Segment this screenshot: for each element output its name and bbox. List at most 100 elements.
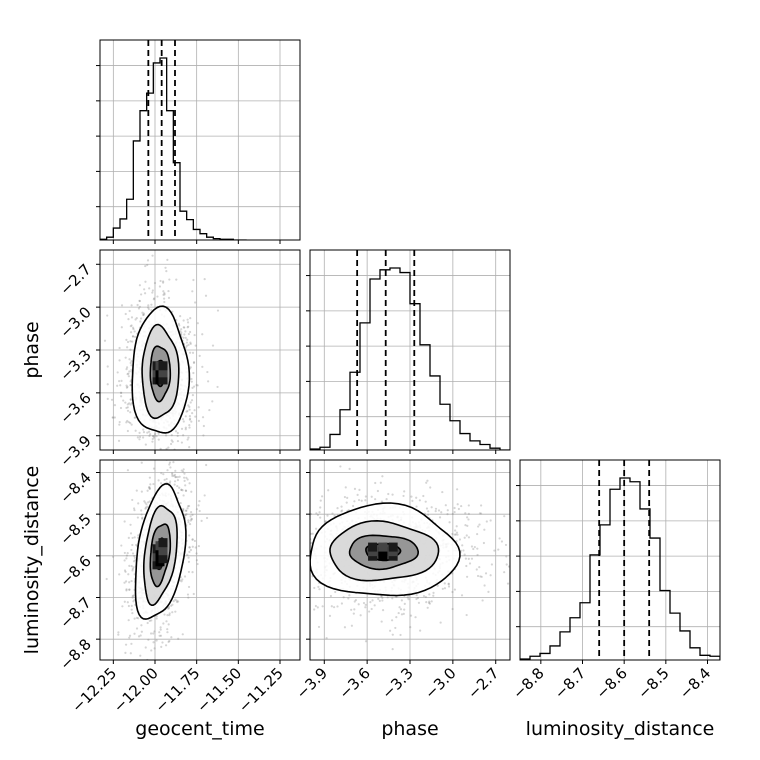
scatter-point bbox=[304, 554, 306, 556]
scatter-point bbox=[169, 466, 172, 469]
scatter-point bbox=[381, 609, 385, 612]
scatter-point bbox=[185, 476, 188, 479]
scatter-point bbox=[307, 576, 309, 578]
histogram-phase bbox=[310, 267, 510, 450]
scatter-point bbox=[187, 596, 190, 599]
scatter-point bbox=[151, 437, 154, 441]
scatter-point bbox=[313, 608, 316, 611]
scatter-point bbox=[310, 512, 313, 516]
scatter-point bbox=[137, 502, 140, 505]
scatter-point bbox=[197, 406, 200, 409]
scatter-point bbox=[120, 326, 123, 329]
scatter-point bbox=[140, 461, 143, 464]
scatter-point bbox=[386, 596, 389, 599]
scatter-point bbox=[198, 354, 201, 357]
scatter-point bbox=[179, 467, 181, 469]
scatter-point bbox=[314, 527, 318, 530]
scatter-point bbox=[153, 297, 156, 300]
scatter-point bbox=[191, 513, 194, 516]
scatter-point bbox=[190, 399, 194, 402]
scatter-point bbox=[141, 517, 144, 520]
scatter-point bbox=[251, 574, 253, 576]
scatter-point bbox=[430, 506, 433, 509]
scatter-point bbox=[130, 304, 133, 307]
scatter-point bbox=[189, 342, 192, 345]
scatter-point bbox=[319, 506, 322, 509]
scatter-point bbox=[380, 595, 383, 598]
scatter-point bbox=[263, 544, 265, 546]
scatter-point bbox=[467, 504, 470, 507]
scatter-point bbox=[434, 507, 438, 510]
scatter-point bbox=[143, 292, 147, 295]
scatter-point bbox=[139, 320, 142, 323]
scatter-point bbox=[301, 479, 303, 481]
scatter-point bbox=[188, 504, 191, 508]
scatter-point bbox=[292, 575, 294, 577]
scatter-point bbox=[136, 536, 140, 539]
scatter-point bbox=[133, 335, 137, 338]
scatter-point bbox=[377, 597, 380, 601]
scatter-point bbox=[455, 531, 459, 534]
scatter-point bbox=[485, 520, 488, 523]
scatter-point bbox=[451, 590, 454, 594]
panel-luminosity_distance-vs-phase bbox=[251, 459, 511, 664]
scatter-point bbox=[439, 621, 442, 624]
scatter-point bbox=[125, 589, 128, 592]
scatter-point bbox=[182, 494, 185, 497]
scatter-point bbox=[196, 384, 199, 387]
scatter-point bbox=[307, 530, 309, 532]
x-axis-label-phase: phase bbox=[381, 718, 438, 740]
scatter-point bbox=[130, 402, 133, 405]
scatter-point bbox=[146, 306, 150, 309]
scatter-point bbox=[487, 590, 490, 593]
scatter-point bbox=[174, 469, 177, 472]
scatter-point bbox=[454, 529, 457, 532]
scatter-point bbox=[148, 487, 152, 490]
scatter-point bbox=[464, 512, 467, 515]
scatter-point bbox=[426, 606, 429, 609]
scatter-point bbox=[171, 611, 174, 614]
x-tick-label-phase: −2.7 bbox=[464, 664, 502, 702]
scatter-point bbox=[293, 565, 295, 567]
scatter-point bbox=[136, 516, 139, 519]
scatter-point bbox=[301, 540, 303, 542]
scatter-point bbox=[138, 305, 142, 308]
scatter-point bbox=[454, 533, 457, 536]
scatter-point bbox=[489, 574, 492, 577]
scatter-point bbox=[159, 634, 163, 637]
scatter-point bbox=[129, 411, 132, 414]
scatter-point bbox=[174, 598, 177, 601]
scatter-point bbox=[389, 629, 392, 632]
scatter-point bbox=[148, 619, 151, 623]
scatter-point bbox=[191, 538, 194, 541]
scatter-point bbox=[332, 606, 336, 609]
scatter-point bbox=[391, 493, 394, 496]
scatter-point bbox=[451, 532, 454, 536]
scatter-point bbox=[127, 420, 130, 424]
scatter-point bbox=[129, 325, 132, 328]
scatter-point bbox=[185, 410, 188, 413]
scatter-point bbox=[467, 536, 471, 539]
scatter-point bbox=[165, 477, 168, 481]
scatter-point bbox=[211, 344, 215, 347]
scatter-point bbox=[179, 315, 182, 318]
scatter-point bbox=[381, 596, 384, 599]
scatter-point bbox=[456, 503, 459, 506]
scatter-point bbox=[159, 628, 162, 631]
scatter-point bbox=[387, 492, 390, 496]
scatter-point bbox=[189, 401, 192, 404]
scatter-point bbox=[476, 574, 480, 578]
scatter-point bbox=[339, 465, 342, 468]
scatter-point bbox=[145, 462, 147, 464]
scatter-point bbox=[132, 566, 135, 569]
scatter-point bbox=[426, 479, 429, 482]
scatter-point bbox=[162, 473, 165, 476]
scatter-point bbox=[184, 513, 187, 517]
scatter-point bbox=[131, 595, 134, 598]
scatter-point bbox=[483, 584, 486, 587]
scatter-point bbox=[153, 434, 156, 437]
scatter-point bbox=[198, 509, 201, 513]
scatter-point bbox=[484, 572, 488, 575]
scatter-point bbox=[184, 484, 187, 487]
